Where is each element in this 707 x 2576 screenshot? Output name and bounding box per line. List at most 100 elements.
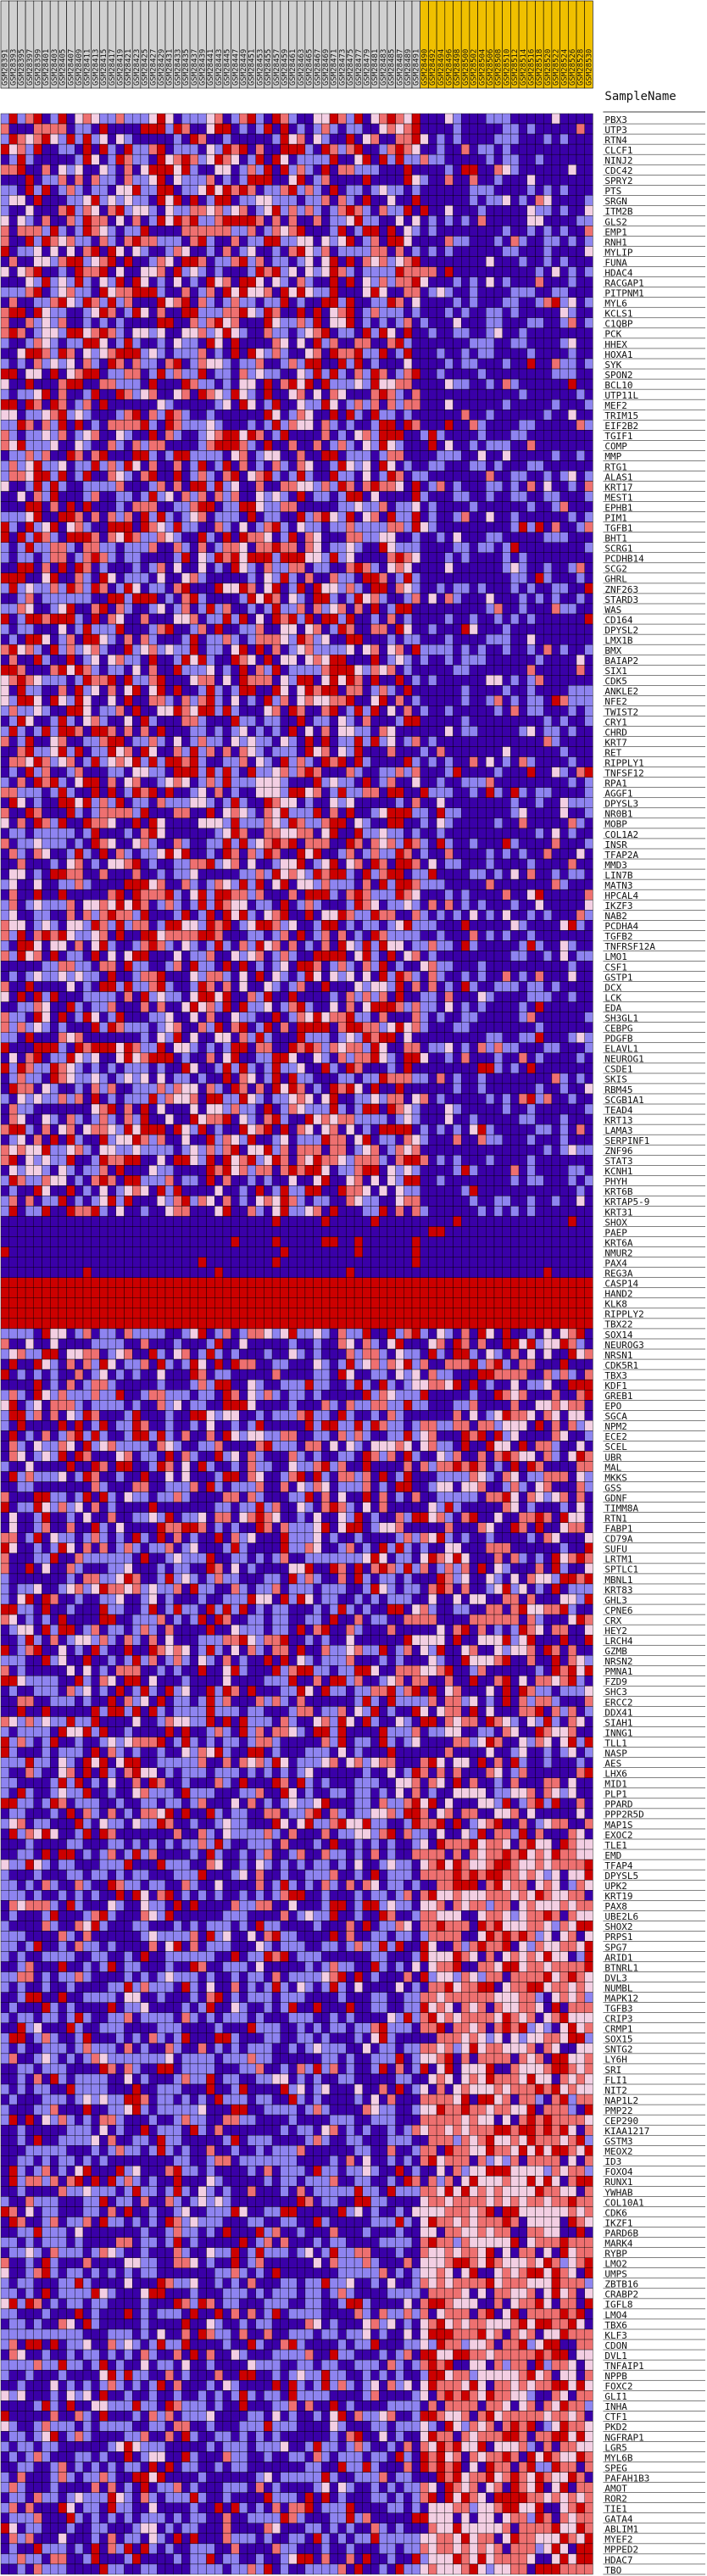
heatmap-cell: [271, 726, 281, 737]
heatmap-cell: [164, 644, 174, 655]
heatmap-cell: [58, 787, 67, 798]
heatmap-cell: [461, 256, 470, 267]
heatmap-cell: [411, 552, 420, 564]
heatmap-cell: [526, 481, 536, 492]
heatmap-cell: [461, 471, 470, 482]
heatmap-cell: [354, 399, 364, 410]
heatmap-cell: [493, 113, 503, 125]
heatmap-cell: [526, 246, 536, 257]
heatmap-cell: [115, 164, 125, 176]
heatmap-cell: [50, 226, 59, 237]
heatmap-cell: [82, 246, 92, 257]
heatmap-cell: [461, 226, 470, 237]
heatmap-cell: [247, 143, 256, 155]
heatmap-cell: [428, 767, 437, 778]
heatmap-cell: [247, 256, 256, 267]
heatmap-cell: [239, 246, 248, 257]
heatmap-cell: [82, 542, 92, 553]
heatmap-cell: [140, 542, 149, 553]
heatmap-cell: [469, 113, 478, 125]
heatmap-cell: [8, 756, 18, 767]
heatmap-cell: [493, 276, 503, 287]
heatmap-cell: [189, 655, 199, 666]
heatmap-cell: [559, 226, 569, 237]
heatmap-cell: [42, 552, 51, 564]
heatmap-cell: [66, 797, 75, 809]
heatmap-cell: [8, 787, 18, 798]
heatmap-cell: [91, 348, 100, 360]
heatmap-cell: [444, 685, 454, 696]
heatmap-cell: [469, 644, 478, 655]
heatmap-cell: [551, 276, 560, 287]
heatmap-cell: [198, 450, 207, 461]
heatmap-cell: [82, 644, 92, 655]
heatmap-cell: [247, 317, 256, 329]
heatmap-cell: [148, 736, 158, 747]
heatmap-cell: [526, 195, 536, 206]
heatmap-cell: [559, 491, 569, 502]
heatmap-cell: [198, 317, 207, 329]
heatmap-cell: [198, 297, 207, 308]
heatmap-cell: [551, 583, 560, 594]
heatmap-cell: [115, 430, 125, 441]
heatmap-cell: [304, 756, 314, 767]
heatmap-cell: [436, 501, 445, 512]
heatmap-cell: [124, 276, 133, 287]
heatmap-cell: [354, 276, 364, 287]
heatmap-cell: [239, 787, 248, 798]
heatmap-cell: [354, 153, 364, 165]
heatmap-cell: [304, 675, 314, 686]
heatmap-cell: [222, 337, 231, 349]
heatmap-cell: [370, 481, 380, 492]
heatmap-cell: [453, 613, 462, 625]
heatmap-cell: [404, 471, 413, 482]
heatmap-cell: [477, 205, 487, 216]
heatmap-cell: [395, 511, 404, 522]
heatmap-cell: [157, 368, 166, 380]
heatmap-cell: [206, 562, 215, 574]
heatmap-cell: [346, 583, 355, 594]
heatmap-cell: [370, 266, 380, 277]
heatmap-cell: [436, 655, 445, 666]
heatmap-cell: [436, 420, 445, 431]
heatmap-cell: [288, 767, 298, 778]
sample-label: GSM28498: [454, 49, 462, 86]
heatmap-cell: [453, 572, 462, 584]
heatmap-cell: [510, 153, 520, 165]
heatmap-cell: [148, 368, 158, 380]
heatmap-cell: [91, 562, 100, 574]
heatmap-cell: [25, 153, 35, 165]
heatmap-cell: [395, 440, 404, 451]
heatmap-cell: [420, 695, 429, 706]
heatmap-cell: [362, 644, 371, 655]
heatmap-cell: [518, 562, 527, 574]
heatmap-cell: [329, 552, 338, 564]
heatmap-cell: [428, 215, 437, 226]
heatmap-cell: [189, 685, 199, 696]
heatmap-cell: [444, 767, 454, 778]
heatmap-cell: [379, 266, 388, 277]
heatmap-cell: [297, 511, 306, 522]
heatmap-cell: [198, 440, 207, 451]
heatmap-cell: [436, 593, 445, 605]
heatmap-cell: [288, 450, 298, 461]
heatmap-cell: [181, 123, 191, 135]
heatmap-cell: [469, 388, 478, 400]
heatmap-cell: [387, 633, 396, 645]
heatmap-cell: [66, 185, 75, 196]
heatmap-cell: [115, 583, 125, 594]
heatmap-cell: [535, 226, 544, 237]
heatmap-cell: [502, 450, 511, 461]
heatmap-cell: [107, 542, 116, 553]
heatmap-cell: [148, 226, 158, 237]
heatmap-cell: [164, 542, 174, 553]
heatmap-cell: [362, 603, 371, 615]
heatmap-cell: [231, 153, 240, 165]
heatmap-cell: [362, 613, 371, 625]
heatmap-cell: [264, 378, 273, 390]
heatmap-cell: [115, 307, 125, 319]
heatmap-cell: [50, 327, 59, 339]
heatmap-cell: [181, 153, 191, 165]
heatmap-cell: [157, 583, 166, 594]
heatmap-cell: [486, 205, 495, 216]
